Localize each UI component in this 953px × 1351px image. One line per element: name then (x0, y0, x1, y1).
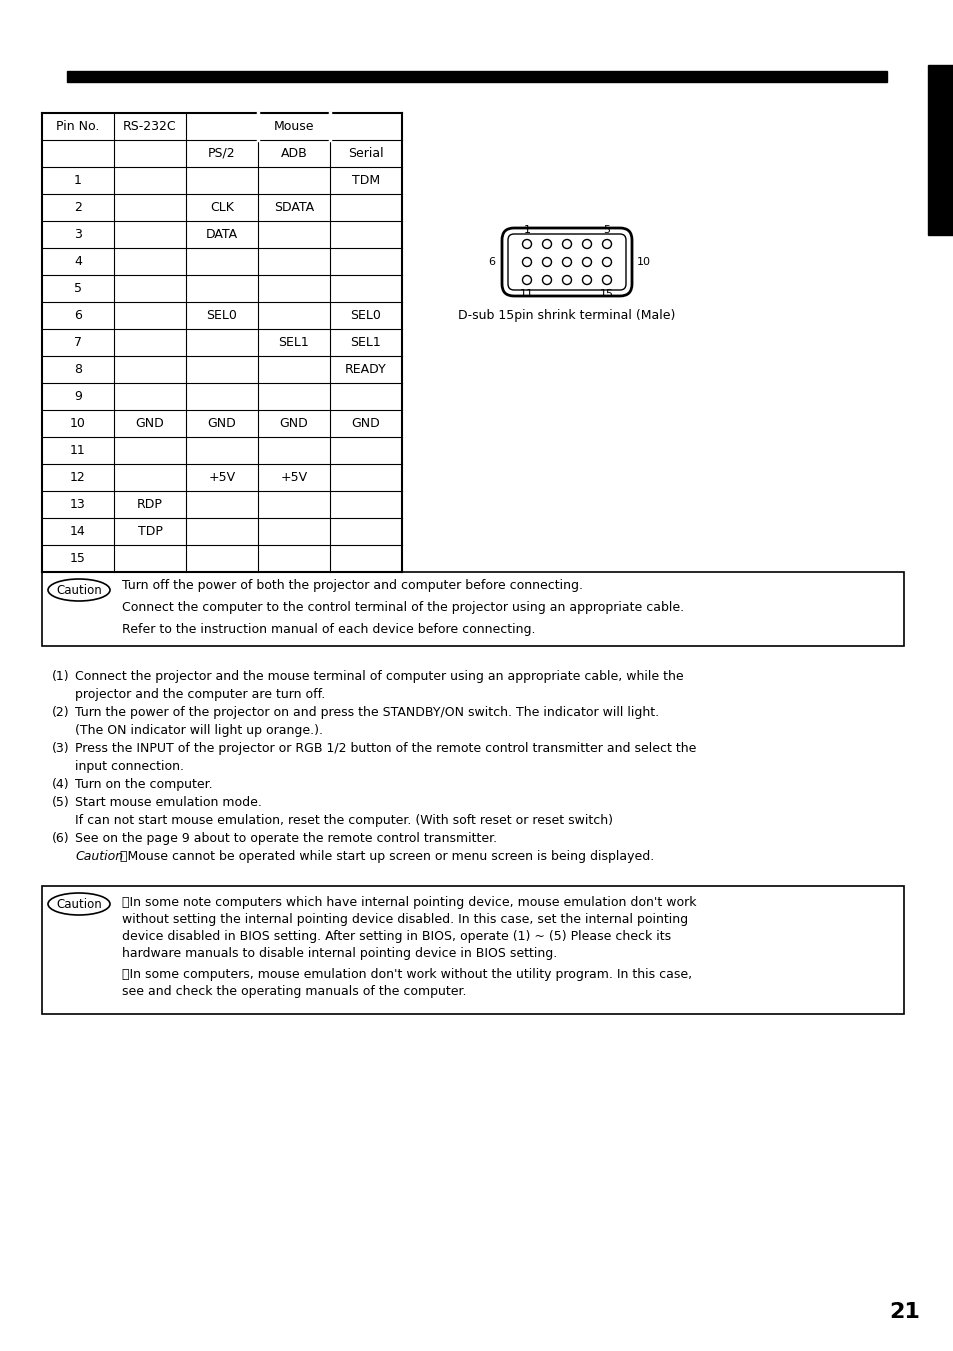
Text: device disabled in BIOS setting. After setting in BIOS, operate (1) ~ (5) Please: device disabled in BIOS setting. After s… (122, 929, 670, 943)
Text: 9: 9 (74, 390, 82, 403)
Text: (6): (6) (52, 832, 70, 844)
Text: SDATA: SDATA (274, 201, 314, 213)
FancyBboxPatch shape (507, 234, 625, 290)
Text: input connection.: input connection. (75, 761, 184, 773)
Text: SEL0: SEL0 (350, 309, 381, 322)
Text: Mouse: Mouse (274, 120, 314, 132)
Text: D-sub 15pin shrink terminal (Male): D-sub 15pin shrink terminal (Male) (457, 309, 675, 323)
Text: 4: 4 (74, 255, 82, 267)
Text: 2: 2 (74, 201, 82, 213)
Text: 8: 8 (74, 363, 82, 376)
FancyBboxPatch shape (501, 228, 631, 296)
Text: 3: 3 (74, 228, 82, 240)
Text: 11: 11 (71, 444, 86, 457)
Text: TDM: TDM (352, 174, 379, 186)
Text: Caution: Caution (56, 584, 102, 597)
Text: RDP: RDP (137, 499, 163, 511)
Text: 5: 5 (603, 226, 610, 235)
Text: 1: 1 (74, 174, 82, 186)
Text: ・In some computers, mouse emulation don't work without the utility program. In t: ・In some computers, mouse emulation don'… (122, 969, 691, 981)
Text: Serial: Serial (348, 147, 383, 159)
Bar (42, 113, 401, 571)
Text: (5): (5) (52, 796, 70, 809)
Text: GND: GND (208, 417, 236, 430)
Text: (2): (2) (52, 707, 70, 719)
Bar (67, 72, 886, 82)
Text: Pin No.: Pin No. (56, 120, 99, 132)
Text: If can not start mouse emulation, reset the computer. (With soft reset or reset : If can not start mouse emulation, reset … (75, 815, 613, 827)
Text: see and check the operating manuals of the computer.: see and check the operating manuals of t… (122, 985, 466, 998)
Bar (42, 886, 903, 1015)
Text: 15: 15 (599, 289, 614, 299)
Text: (3): (3) (52, 742, 70, 755)
Text: READY: READY (345, 363, 387, 376)
Text: ADB: ADB (280, 147, 307, 159)
Text: CLK: CLK (210, 201, 233, 213)
Text: (The ON indicator will light up orange.).: (The ON indicator will light up orange.)… (75, 724, 323, 738)
Text: Press the INPUT of the projector or RGB 1/2 button of the remote control transmi: Press the INPUT of the projector or RGB … (75, 742, 696, 755)
Text: 15: 15 (70, 553, 86, 565)
Text: ・In some note computers which have internal pointing device, mouse emulation don: ・In some note computers which have inter… (122, 896, 696, 909)
Text: DATA: DATA (206, 228, 238, 240)
Text: hardware manuals to disable internal pointing device in BIOS setting.: hardware manuals to disable internal poi… (122, 947, 557, 961)
Text: Connect the computer to the control terminal of the projector using an appropria: Connect the computer to the control term… (122, 601, 683, 615)
Bar (42, 571, 903, 646)
Text: without setting the internal pointing device disabled. In this case, set the int: without setting the internal pointing de… (122, 913, 687, 925)
Text: ：Mouse cannot be operated while start up screen or menu screen is being displaye: ：Mouse cannot be operated while start up… (120, 850, 654, 863)
Text: 1: 1 (523, 226, 530, 235)
Text: projector and the computer are turn off.: projector and the computer are turn off. (75, 688, 325, 701)
Text: GND: GND (135, 417, 164, 430)
Text: 5: 5 (74, 282, 82, 295)
Text: 13: 13 (71, 499, 86, 511)
Text: 12: 12 (71, 471, 86, 484)
Text: Turn off the power of both the projector and computer before connecting.: Turn off the power of both the projector… (122, 580, 582, 593)
Text: 14: 14 (71, 526, 86, 538)
Text: Caution: Caution (75, 850, 123, 863)
Text: +5V: +5V (280, 471, 307, 484)
Text: 6: 6 (488, 257, 495, 267)
Text: Turn the power of the projector on and press the STANDBY/ON switch. The indicato: Turn the power of the projector on and p… (75, 707, 659, 719)
Text: +5V: +5V (208, 471, 235, 484)
Text: RS-232C: RS-232C (123, 120, 176, 132)
Text: 11: 11 (519, 289, 534, 299)
Text: (4): (4) (52, 778, 70, 790)
Text: See on the page 9 about to operate the remote control transmitter.: See on the page 9 about to operate the r… (75, 832, 497, 844)
Text: SEL1: SEL1 (278, 336, 309, 349)
Text: 10: 10 (637, 257, 650, 267)
Text: (1): (1) (52, 670, 70, 684)
Text: Turn on the computer.: Turn on the computer. (75, 778, 213, 790)
Text: 7: 7 (74, 336, 82, 349)
Text: Refer to the instruction manual of each device before connecting.: Refer to the instruction manual of each … (122, 624, 535, 636)
Text: GND: GND (352, 417, 380, 430)
Text: Caution: Caution (56, 897, 102, 911)
Text: SEL1: SEL1 (351, 336, 381, 349)
Text: 6: 6 (74, 309, 82, 322)
Text: Start mouse emulation mode.: Start mouse emulation mode. (75, 796, 262, 809)
Ellipse shape (48, 893, 110, 915)
Text: GND: GND (279, 417, 308, 430)
Text: TDP: TDP (137, 526, 162, 538)
Ellipse shape (48, 580, 110, 601)
Text: PS/2: PS/2 (208, 147, 235, 159)
Text: 21: 21 (888, 1302, 920, 1323)
Text: SEL0: SEL0 (207, 309, 237, 322)
Bar (927, 65, 953, 235)
Text: Connect the projector and the mouse terminal of computer using an appropriate ca: Connect the projector and the mouse term… (75, 670, 683, 684)
Text: 10: 10 (70, 417, 86, 430)
